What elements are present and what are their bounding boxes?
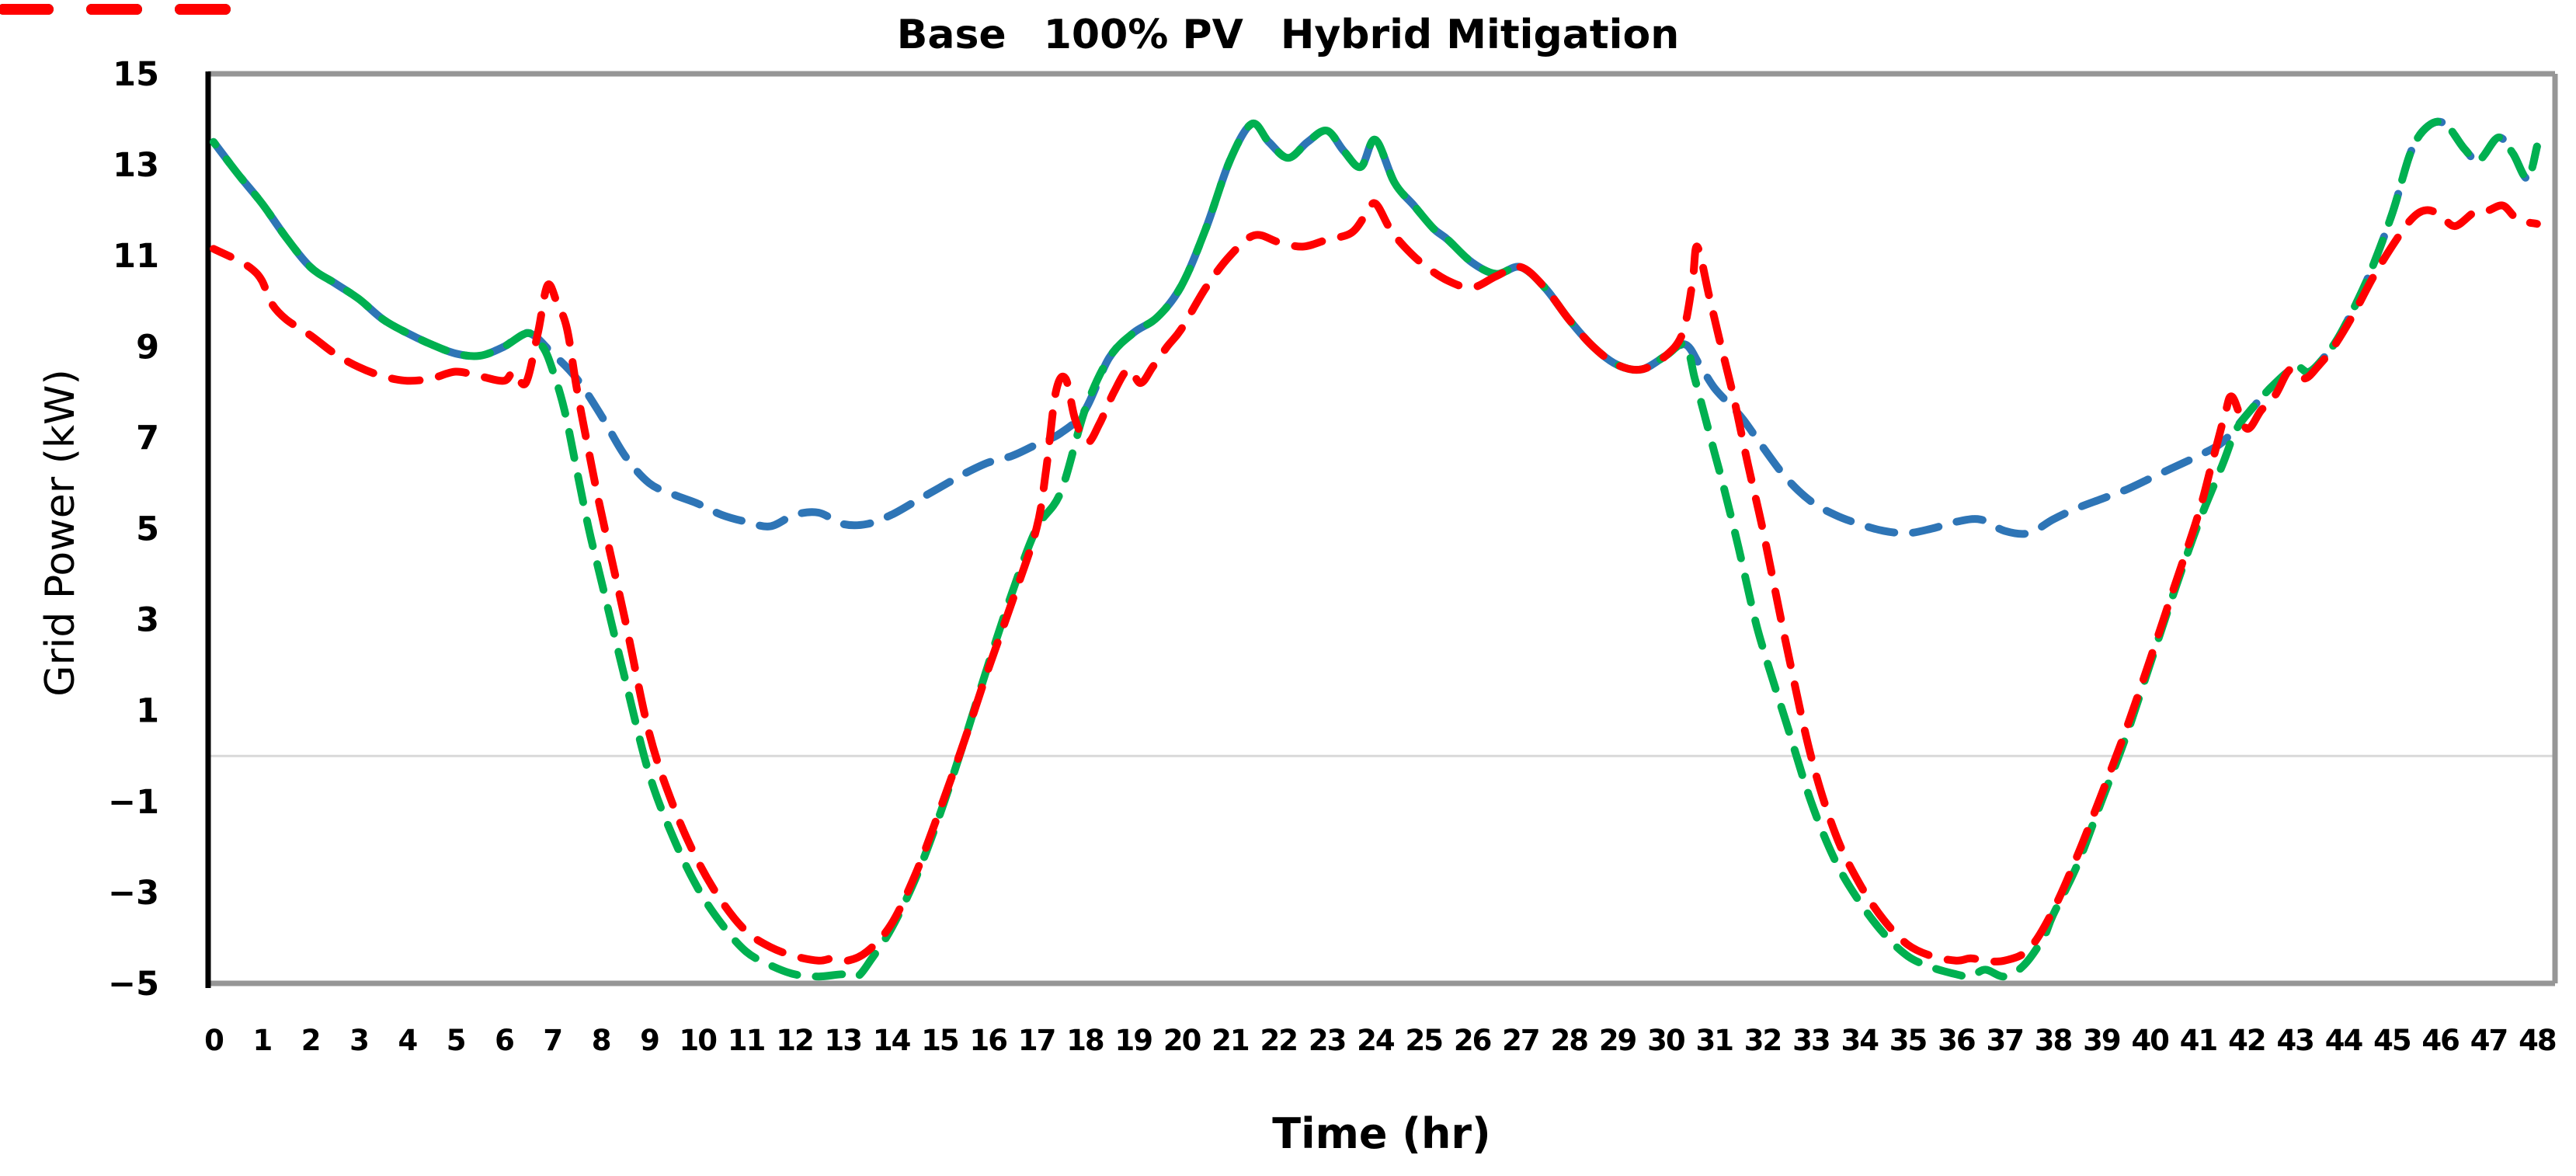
x-tick-label: 22 — [1260, 1024, 1298, 1057]
x-tick-label: 24 — [1357, 1024, 1395, 1057]
chart-legend: Base 100% PV Hybrid Mitigation — [0, 2, 2576, 68]
x-tick-label: 31 — [1695, 1024, 1733, 1057]
x-tick-label: 0 — [204, 1024, 223, 1057]
x-tick-label: 6 — [495, 1024, 513, 1057]
y-tick-label: 13 — [113, 146, 159, 185]
x-tick-label: 42 — [2228, 1024, 2265, 1057]
x-tick-label: 33 — [1792, 1024, 1830, 1057]
y-tick-label: −1 — [108, 783, 159, 822]
x-tick-label: 16 — [970, 1024, 1007, 1057]
x-tick-label: 37 — [1986, 1024, 2023, 1057]
x-tick-label: 44 — [2325, 1024, 2363, 1057]
y-tick-label: 15 — [113, 55, 159, 94]
x-tick-label: 27 — [1502, 1024, 1539, 1057]
x-tick-label: 28 — [1550, 1024, 1587, 1057]
x-tick-label: 5 — [447, 1024, 465, 1057]
x-tick-label: 25 — [1406, 1024, 1443, 1057]
x-tick-label: 48 — [2519, 1024, 2556, 1057]
y-tick-label: 3 — [136, 601, 159, 640]
x-tick-label: 39 — [2083, 1024, 2120, 1057]
y-tick-label: 9 — [136, 328, 159, 367]
y-tick-label: −3 — [108, 874, 159, 913]
x-tick-label: 29 — [1599, 1024, 1636, 1057]
x-tick-label: 35 — [1889, 1024, 1927, 1057]
y-tick-label: −5 — [108, 965, 159, 1004]
x-tick-label: 10 — [680, 1024, 717, 1057]
x-tick-label: 26 — [1454, 1024, 1491, 1057]
x-tick-label: 20 — [1163, 1024, 1201, 1057]
legend-label-100pv: 100% PV — [1043, 12, 1243, 58]
x-tick-label: 38 — [2035, 1024, 2072, 1057]
x-tick-label: 41 — [2180, 1024, 2217, 1057]
series-line-hybrid-mitigation — [210, 199, 2541, 966]
series-line-100-pv — [210, 117, 2541, 982]
y-tick-label: 1 — [136, 692, 159, 731]
x-tick-label: 4 — [398, 1024, 417, 1057]
x-tick-label: 36 — [1938, 1024, 1975, 1057]
legend-label-base: Base — [896, 12, 1006, 58]
x-tick-label: 23 — [1309, 1024, 1346, 1057]
x-tick-label: 19 — [1115, 1024, 1152, 1057]
x-tick-label: 2 — [301, 1024, 320, 1057]
y-tick-label: 7 — [136, 419, 159, 458]
legend-label-hybrid: Hybrid Mitigation — [1280, 12, 1680, 58]
y-tick-label: 5 — [136, 510, 159, 549]
x-tick-label: 12 — [776, 1024, 813, 1057]
x-tick-label: 34 — [1841, 1024, 1879, 1057]
x-tick-label: 32 — [1744, 1024, 1782, 1057]
x-tick-label: 30 — [1647, 1024, 1684, 1057]
x-axis-title: Time (hr) — [1272, 1109, 1491, 1158]
x-tick-label: 40 — [2131, 1024, 2168, 1057]
x-tick-label: 47 — [2470, 1024, 2508, 1057]
x-tick-label: 1 — [252, 1024, 271, 1057]
x-tick-label: 18 — [1066, 1024, 1104, 1057]
x-tick-label: 15 — [921, 1024, 958, 1057]
legend-item-hybrid: Hybrid Mitigation — [0, 4, 1680, 58]
x-tick-label: 46 — [2421, 1024, 2459, 1057]
x-tick-label: 14 — [873, 1024, 911, 1057]
x-tick-label: 43 — [2276, 1024, 2314, 1057]
y-tick-label: 11 — [113, 237, 159, 276]
x-tick-label: 21 — [1212, 1024, 1249, 1057]
x-tick-label: 13 — [825, 1024, 862, 1057]
legend-dash-swatch-hybrid — [0, 4, 233, 15]
series-line-base — [210, 117, 2541, 538]
x-tick-label: 7 — [543, 1024, 561, 1057]
x-tick-label: 17 — [1018, 1024, 1055, 1057]
x-tick-label: 11 — [728, 1024, 765, 1057]
x-tick-label: 9 — [640, 1024, 659, 1057]
x-tick-label: 45 — [2373, 1024, 2411, 1057]
x-tick-label: 8 — [592, 1024, 610, 1057]
x-tick-label: 3 — [349, 1024, 368, 1057]
